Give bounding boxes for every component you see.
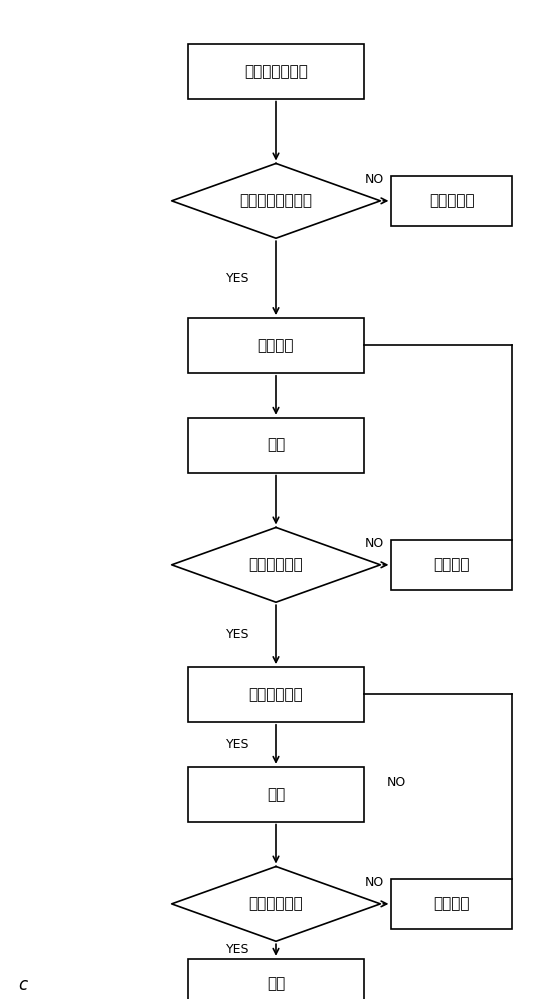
FancyBboxPatch shape (188, 667, 364, 722)
Text: 刚度是否一致: 刚度是否一致 (248, 557, 304, 572)
Text: c: c (18, 976, 27, 994)
Text: YES: YES (226, 272, 250, 285)
Text: NO: NO (365, 876, 385, 889)
Text: 重新选配: 重新选配 (433, 557, 470, 572)
Text: 安装: 安装 (267, 976, 285, 991)
FancyBboxPatch shape (391, 540, 512, 590)
FancyBboxPatch shape (188, 44, 364, 99)
FancyBboxPatch shape (391, 176, 512, 226)
Text: 配对是否成功: 配对是否成功 (248, 896, 304, 911)
FancyBboxPatch shape (188, 767, 364, 822)
Text: 减振器配对准备: 减振器配对准备 (244, 64, 308, 79)
Text: 外观检查是否合格: 外观检查是否合格 (240, 193, 312, 208)
Text: YES: YES (226, 943, 250, 956)
Text: 计算: 计算 (267, 438, 285, 453)
FancyBboxPatch shape (188, 418, 364, 473)
Text: YES: YES (226, 738, 250, 751)
Text: 高度尺寸测量: 高度尺寸测量 (248, 687, 304, 702)
Text: NO: NO (365, 537, 385, 550)
FancyBboxPatch shape (391, 879, 512, 929)
FancyBboxPatch shape (188, 959, 364, 1000)
FancyBboxPatch shape (188, 318, 364, 373)
Text: 刚度测量: 刚度测量 (258, 338, 294, 353)
Text: NO: NO (387, 776, 406, 789)
Text: NO: NO (365, 173, 385, 186)
Text: 不合格审理: 不合格审理 (429, 193, 475, 208)
Text: 重新选配: 重新选配 (433, 896, 470, 911)
Text: YES: YES (226, 628, 250, 641)
Text: 计算: 计算 (267, 787, 285, 802)
